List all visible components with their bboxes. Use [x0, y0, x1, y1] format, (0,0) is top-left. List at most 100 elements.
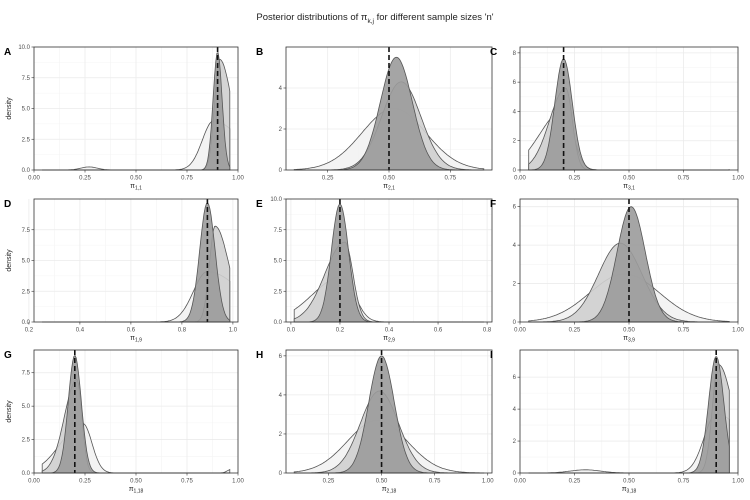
x-axis-label: π2,18 [382, 486, 397, 495]
y-tick-label: 10.0 [18, 45, 30, 51]
panel-label: D [4, 199, 11, 210]
title-text: Posterior distributions of π [256, 12, 368, 23]
x-tick-label: 0.75 [678, 479, 690, 485]
y-tick-label: 0 [513, 168, 517, 174]
y-tick-label: 2.5 [274, 289, 283, 295]
panel-label: C [490, 47, 497, 58]
title-subscript: k,j [367, 17, 374, 25]
x-tick-label: 0.75 [181, 176, 193, 182]
x-tick-label: 1.00 [232, 479, 244, 485]
y-tick-label: 10.0 [270, 197, 282, 203]
y-tick-label: 4 [513, 243, 517, 249]
panel-label: B [256, 47, 263, 58]
y-tick-label: 2 [279, 432, 283, 438]
y-tick-label: 5.0 [274, 259, 283, 265]
x-tick-label: 0.50 [623, 328, 635, 334]
x-tick-label: 0.2 [336, 328, 345, 334]
x-tick-label: 0.50 [376, 479, 388, 485]
panel-g: 0.00 0.25 0.50 0.75 1.00 0.0 2.5 5.0 7.5 π1,18 den… [4, 349, 244, 495]
x-tick-label: 0.6 [434, 328, 443, 334]
panel-h: 0.25 0.50 0.75 1.00 0 2 4 6 π2,18 H [256, 349, 494, 495]
x-tick-label: 0.4 [76, 328, 85, 334]
x-tick-label: 0.75 [678, 176, 690, 182]
y-tick-label: 6 [513, 375, 517, 381]
y-tick-label: 6 [513, 205, 517, 211]
y-tick-label: 7.5 [274, 228, 283, 234]
y-tick-label: 4 [279, 86, 283, 92]
x-axis-label-base: π [623, 335, 628, 342]
panel-c: 0.00 0.25 0.50 0.75 1.00 0 2 4 6 8 π3,1 C [490, 46, 744, 192]
x-tick-label: 0.6 [127, 328, 136, 334]
x-tick-label: 1.00 [732, 328, 744, 334]
x-tick-label: 0.25 [323, 479, 335, 485]
x-axis-label-subscript: 2,9 [388, 338, 395, 344]
x-tick-label: 0.50 [383, 176, 395, 182]
x-tick-label: 0.50 [130, 176, 142, 182]
x-axis-label: π3,1 [623, 183, 635, 192]
panel-label: F [490, 199, 496, 210]
x-tick-label: 0.8 [483, 328, 492, 334]
x-axis-label-base: π [130, 183, 135, 190]
x-tick-label: 0.50 [130, 479, 142, 485]
y-tick-label: 0 [513, 320, 517, 326]
x-axis-label-base: π [129, 486, 134, 493]
x-tick-label: 1.00 [732, 479, 744, 485]
x-tick-label: 1.0 [229, 328, 238, 334]
x-tick-label: 0.00 [514, 328, 526, 334]
y-tick-label: 0 [279, 471, 283, 477]
y-tick-label: 0.0 [274, 320, 283, 326]
x-axis-label-base: π [383, 335, 388, 342]
y-tick-label: 0.0 [22, 320, 31, 326]
y-tick-label: 2.5 [22, 289, 31, 295]
x-tick-label: 0.75 [429, 479, 441, 485]
x-axis-label-subscript: 3,9 [628, 338, 635, 344]
x-tick-label: 0.25 [79, 176, 91, 182]
y-tick-label: 5.0 [22, 259, 31, 265]
y-tick-label: 7.5 [22, 76, 31, 82]
panel-d: 0.2 0.4 0.6 0.8 1.0 0.0 2.5 5.0 7.5 π1,9 density D [4, 198, 239, 344]
y-axis-label: density [6, 97, 13, 120]
panel-label: I [490, 350, 493, 361]
y-tick-label: 4 [513, 109, 517, 115]
x-tick-label: 0.00 [28, 479, 40, 485]
x-tick-label: 0.8 [178, 328, 187, 334]
x-tick-label: 0.25 [569, 176, 581, 182]
x-axis-label: π3,9 [623, 335, 635, 344]
y-tick-label: 2.5 [22, 137, 31, 143]
y-tick-label: 0.0 [22, 471, 31, 477]
x-tick-label: 0.25 [322, 176, 334, 182]
y-tick-label: 7.5 [22, 228, 31, 234]
x-axis-label-base: π [623, 183, 628, 190]
x-tick-label: 0.2 [25, 328, 34, 334]
x-tick-label: 0.25 [569, 328, 581, 334]
y-tick-label: 7.5 [22, 371, 31, 377]
panel-label: H [256, 350, 263, 361]
x-axis-label: π2,1 [383, 183, 395, 192]
x-axis-label-subscript: 2,18 [387, 489, 397, 495]
x-axis-label-base: π [622, 486, 627, 493]
panel-i: 0.00 0.25 0.50 0.75 1.00 0 2 4 6 π3,18 I [490, 349, 744, 495]
x-axis-label: π1,9 [130, 335, 142, 344]
panel-e: 0.0 0.2 0.4 0.6 0.8 0.0 2.5 5.0 7.5 10.0 π2,9 E [256, 197, 493, 344]
x-tick-label: 1.00 [732, 176, 744, 182]
x-tick-label: 0.75 [678, 328, 690, 334]
y-axis-label: density [6, 400, 13, 423]
x-tick-label: 0.75 [444, 176, 456, 182]
x-tick-label: 1.00 [232, 176, 244, 182]
x-tick-label: 0.00 [28, 176, 40, 182]
panel-f: 0.00 0.25 0.50 0.75 1.00 0 2 4 6 π3,9 F [490, 198, 744, 344]
x-tick-label: 0.50 [623, 479, 635, 485]
y-tick-label: 0 [513, 471, 517, 477]
x-tick-label: 0.50 [623, 176, 635, 182]
y-tick-label: 5.0 [22, 107, 31, 113]
figure-title: Posterior distributions of πk,j for diff… [0, 12, 750, 25]
y-tick-label: 2.5 [22, 438, 31, 444]
x-axis-label: π1,1 [130, 183, 142, 192]
x-axis-label-base: π [130, 335, 135, 342]
x-axis-label: π3,18 [622, 486, 637, 495]
x-axis-label-subscript: 1,18 [134, 489, 144, 495]
y-tick-label: 2 [279, 127, 283, 133]
y-tick-label: 4 [513, 407, 517, 413]
x-axis-label-subscript: 1,9 [135, 338, 142, 344]
